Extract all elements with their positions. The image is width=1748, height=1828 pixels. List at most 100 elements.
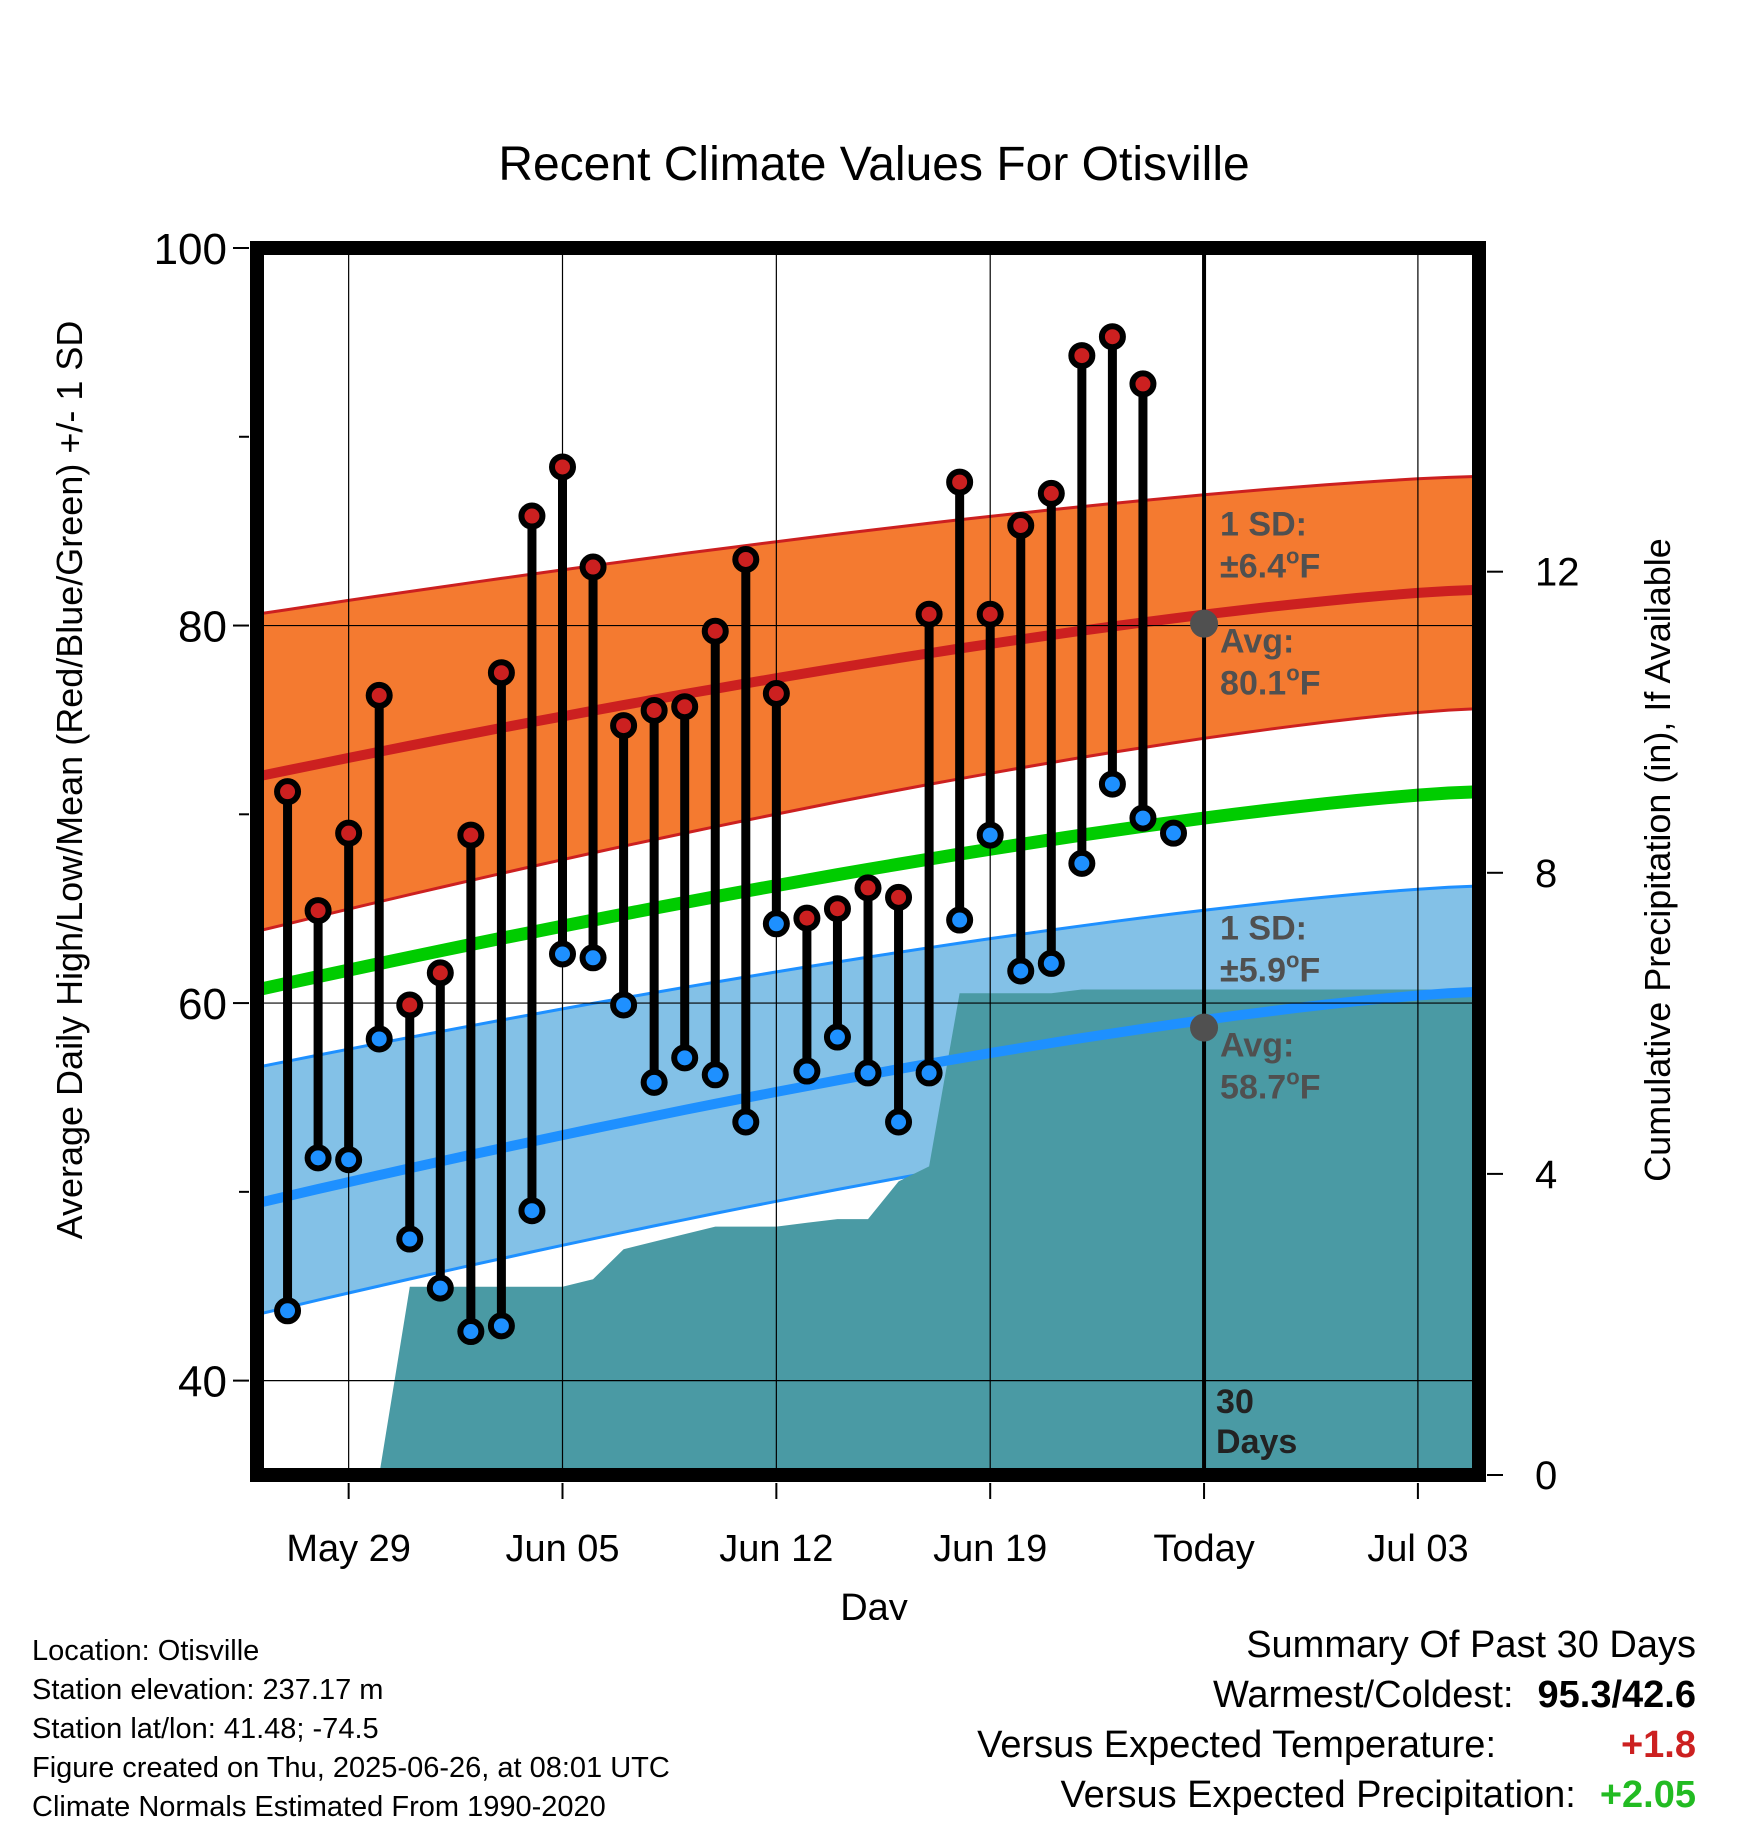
observed-low-point	[732, 1108, 760, 1136]
low-normal-labels-sd-unit: F	[1299, 952, 1320, 990]
observed-high-point	[335, 819, 363, 847]
observed-low-point	[396, 1225, 424, 1253]
high-normal-labels-avg-label: Avg:	[1220, 623, 1294, 661]
high-normal-labels-sd-unit: F	[1299, 548, 1320, 586]
summary-title: Summary Of Past 30 Days	[1246, 1624, 1696, 1666]
observed-high-point	[793, 904, 821, 932]
y2-tick-label: 12	[1535, 551, 1580, 595]
low-normal-labels-sd-label: 1 SD:	[1220, 910, 1307, 948]
observed-high-point	[487, 659, 515, 687]
latlon-text: Station lat/lon: 41.48; -74.5	[32, 1713, 379, 1745]
observed-high-point	[1007, 511, 1035, 539]
x-tick-label: Jun 12	[719, 1528, 833, 1570]
low-normal-labels-avg-degree: o	[1286, 1065, 1299, 1090]
observed-high-point	[610, 712, 638, 740]
observed-high-point	[549, 453, 576, 481]
observed-low-point	[640, 1068, 668, 1096]
observed-high-point	[1129, 370, 1157, 398]
observed-low-point	[885, 1108, 913, 1136]
station-info: Location: Otisville Station elevation: 2…	[32, 1632, 670, 1827]
observed-high-point	[365, 681, 393, 709]
warm-cold-value: 95.3/42.6	[1537, 1674, 1696, 1716]
high-normal-labels-sd-label: 1 SD:	[1220, 506, 1307, 544]
temp-anomaly-row: Versus Expected Temperature: +1.8	[977, 1720, 1696, 1770]
observed-low-point	[335, 1146, 363, 1174]
observed-high-point	[274, 778, 302, 806]
high-normal-labels-sd-value: ±6.4oF	[1220, 544, 1320, 586]
chart-title: Recent Climate Values For Otisville	[498, 138, 1249, 191]
observed-high-point	[915, 600, 943, 628]
observed-high-point	[976, 600, 1004, 628]
y2-tick-label: 4	[1535, 1153, 1557, 1197]
observed-high-point	[823, 895, 851, 923]
x-tick-label: Jul 03	[1367, 1528, 1468, 1570]
y-tick-label: 60	[178, 980, 227, 1029]
observed-low-point	[579, 944, 607, 972]
precip-anomaly-row: Versus Expected Precipitation: +2.05	[977, 1770, 1696, 1820]
y2-tick-label: 8	[1535, 852, 1557, 896]
temp-anomaly-value: +1.8	[1620, 1724, 1696, 1766]
observed-high-point	[671, 693, 699, 721]
low-normal-labels-sd-value: ±5.9oF	[1220, 948, 1320, 990]
climate-chart: Recent Climate Values For Otisville 1 SD…	[49, 138, 1678, 1620]
observed-high-point	[854, 874, 882, 902]
warm-cold-label: Warmest/Coldest:	[1212, 1674, 1514, 1716]
precip-anomaly-label: Versus Expected Precipitation:	[1060, 1774, 1576, 1816]
high-normal-labels-avg-value: 80.1oF	[1220, 661, 1320, 703]
observed-low-point	[671, 1044, 699, 1072]
warm-cold-row: Warmest/Coldest: 95.3/42.6	[977, 1670, 1696, 1720]
y2-axis-label: Cumulative Precipitation (in), If Availa…	[1637, 538, 1678, 1182]
observed-high-point	[1068, 342, 1096, 370]
observed-low-point	[701, 1061, 729, 1089]
x-axis-label: Day	[840, 1587, 908, 1620]
observed-low-point	[1037, 949, 1065, 977]
y-tick-label: 40	[178, 1358, 227, 1407]
plot-frame	[250, 241, 1486, 1482]
observed-high-point	[426, 959, 454, 987]
period-label-number: 30	[1216, 1383, 1254, 1421]
high-normal-labels-avg-degree: o	[1286, 661, 1299, 686]
period-label-days: Days	[1216, 1423, 1297, 1461]
observed-high-point	[946, 468, 974, 496]
observed-high-point	[762, 679, 790, 707]
observed-low-point	[823, 1023, 851, 1051]
normal-high-line	[257, 584, 1479, 782]
location-text: Location: Otisville	[32, 1635, 260, 1667]
observed-low-point	[915, 1059, 943, 1087]
observed-low-point	[1129, 804, 1157, 832]
high-normal-labels: 1 SD:±6.4oF Avg:80.1oF	[1220, 506, 1320, 703]
created-text: Figure created on Thu, 2025-06-26, at 08…	[32, 1752, 670, 1784]
normals-text: Climate Normals Estimated From 1990-2020	[32, 1791, 606, 1823]
normal-mean-line	[257, 785, 1479, 997]
high-normal-labels-sd-degree: o	[1286, 544, 1299, 569]
low-normal-labels-avg-label: Avg:	[1220, 1027, 1294, 1065]
observed-low-point	[518, 1197, 546, 1225]
observed-low-point	[1007, 957, 1035, 985]
observed-high-point	[732, 545, 760, 573]
observed-high-point	[701, 617, 729, 645]
x-tick-label: May 29	[286, 1528, 411, 1570]
observed-high-point	[885, 883, 913, 911]
observed-low-point	[976, 821, 1004, 849]
observed-low-point	[946, 906, 974, 934]
observed-low-point	[274, 1297, 302, 1325]
observed-low-point	[304, 1144, 332, 1172]
observed-high-point	[640, 696, 668, 724]
low-normal-labels: 1 SD:±5.9oF Avg:58.7oF	[1220, 910, 1320, 1107]
low-normal-labels-avg-unit: F	[1300, 1069, 1321, 1107]
summary-panel: Summary Of Past 30 Days Warmest/Coldest:…	[977, 1620, 1696, 1820]
observed-low-point	[549, 940, 576, 968]
today-high-avg-marker	[1190, 609, 1219, 638]
high-sd-lower-line	[257, 707, 1479, 933]
observed-low-point	[854, 1059, 882, 1087]
high-normal-labels-avg-unit: F	[1300, 665, 1321, 703]
observed-high-point	[1098, 323, 1126, 351]
x-tick-label: Jun 19	[933, 1528, 1047, 1570]
y-axis-label: Average Daily High/Low/Mean (Red/Blue/Gr…	[49, 321, 90, 1240]
observed-low-point	[793, 1057, 821, 1085]
today-low-avg-marker	[1190, 1013, 1219, 1042]
observed-low-point	[457, 1318, 485, 1346]
high-sd-upper-line	[257, 474, 1479, 616]
observed-low-point	[610, 991, 638, 1019]
